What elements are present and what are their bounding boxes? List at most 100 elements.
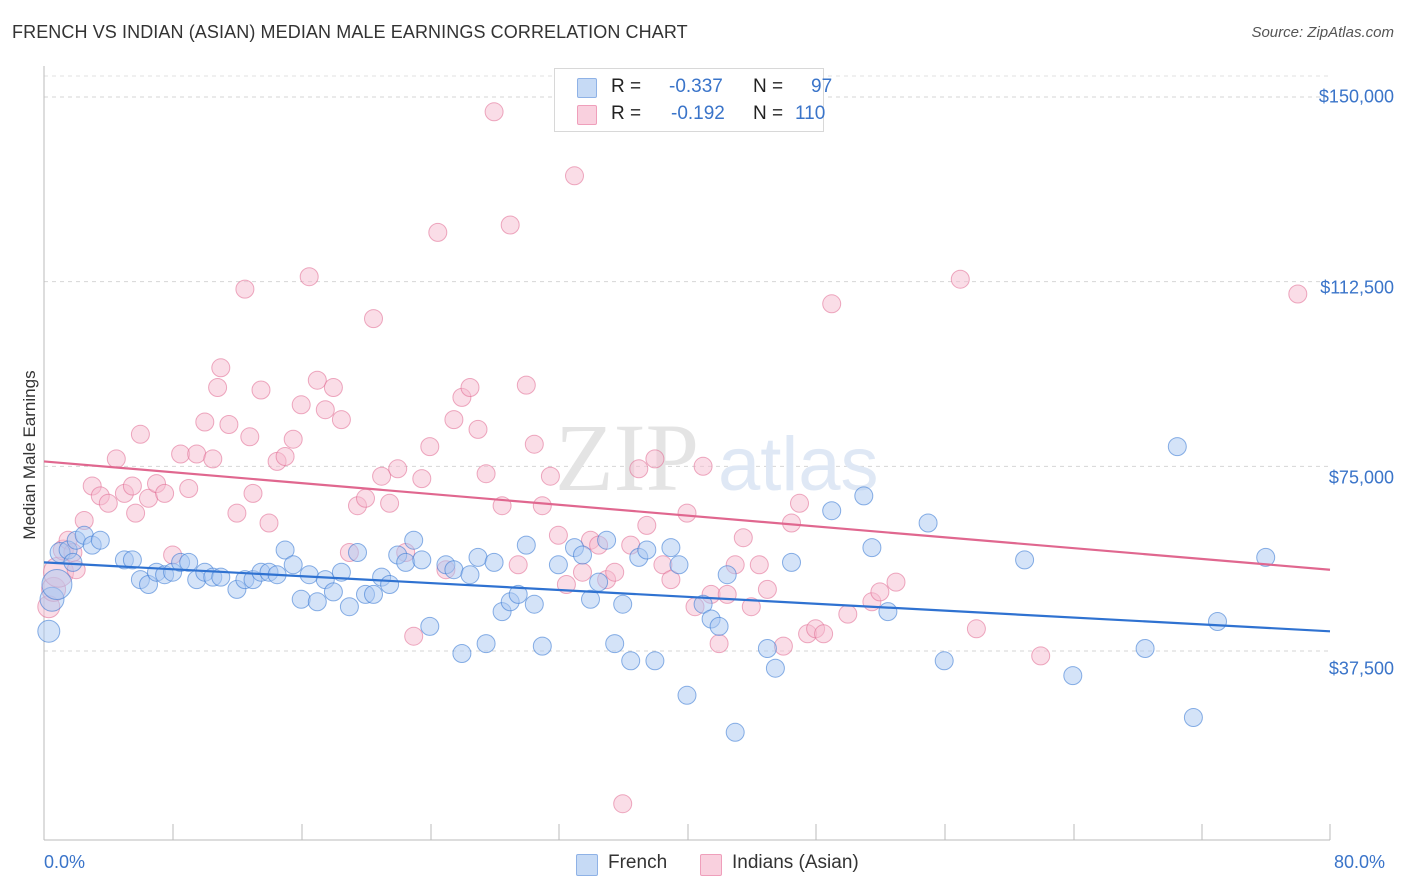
data-point	[428, 222, 448, 242]
data-point	[693, 594, 713, 614]
data-point	[862, 538, 882, 558]
data-point	[37, 619, 61, 643]
n-value: 110	[795, 103, 826, 124]
data-point	[613, 594, 633, 614]
data-point	[548, 525, 568, 545]
r-value: -0.192	[671, 103, 725, 124]
data-point	[637, 540, 657, 560]
data-point	[661, 570, 681, 590]
data-point	[508, 584, 528, 604]
data-point	[613, 794, 633, 814]
legend-indians-label: Indians (Asian)	[732, 852, 859, 873]
data-point	[348, 543, 367, 562]
r-value: -0.337	[669, 76, 723, 97]
data-point	[444, 410, 464, 430]
data-point	[380, 575, 400, 594]
data-point	[765, 658, 785, 678]
data-point	[259, 513, 279, 533]
data-point	[364, 584, 383, 604]
data-point	[782, 552, 801, 572]
data-point	[275, 540, 295, 560]
data-point	[468, 419, 488, 439]
data-point	[717, 565, 737, 585]
data-point	[693, 456, 713, 476]
data-point	[299, 565, 319, 585]
data-point	[126, 503, 146, 523]
data-point	[179, 552, 199, 572]
data-point	[629, 459, 649, 479]
data-point	[468, 547, 488, 567]
data-point	[283, 555, 303, 575]
data-point	[1183, 708, 1203, 727]
data-point	[1167, 437, 1187, 457]
data-point	[516, 375, 536, 395]
data-point	[444, 560, 464, 580]
data-point	[605, 562, 625, 582]
n-label: N =	[753, 103, 784, 124]
data-point	[573, 545, 592, 565]
data-point	[540, 466, 560, 486]
data-point	[307, 592, 327, 612]
data-point	[854, 486, 874, 506]
data-point	[106, 449, 126, 469]
data-point	[717, 584, 737, 604]
data-point	[130, 424, 150, 444]
data-point	[412, 550, 432, 570]
data-point	[211, 358, 231, 378]
watermark-zip: ZIP	[555, 404, 699, 511]
data-point	[412, 469, 432, 489]
data-point	[773, 636, 793, 656]
y-tick-label: $37,500	[1328, 658, 1394, 679]
legend-french-label: French	[608, 852, 668, 873]
data-point	[90, 530, 110, 550]
data-point	[235, 279, 255, 299]
data-point	[323, 378, 343, 397]
trend-lines	[43, 460, 1331, 633]
data-point	[484, 102, 504, 122]
data-point	[677, 685, 697, 705]
data-point	[476, 634, 496, 654]
data-point	[420, 437, 440, 457]
data-point	[524, 594, 544, 614]
french-swatch	[576, 854, 598, 876]
watermark-atlas: atlas	[718, 422, 879, 507]
data-point	[878, 602, 898, 622]
data-point	[331, 562, 351, 582]
data-point	[219, 415, 239, 434]
data-point	[155, 483, 175, 503]
indians-swatch	[577, 105, 597, 125]
data-point	[621, 651, 641, 671]
data-point	[1288, 284, 1308, 304]
data-point	[98, 493, 118, 513]
data-point	[548, 555, 568, 575]
data-point	[790, 493, 809, 513]
r-label: R =	[611, 103, 642, 124]
data-point	[709, 634, 729, 654]
data-point	[63, 552, 83, 572]
data-point	[733, 528, 753, 548]
data-point	[203, 449, 223, 469]
data-point	[240, 427, 260, 447]
indians-swatch	[700, 854, 722, 876]
data-point	[556, 575, 576, 594]
x-max-label: 80.0%	[1334, 852, 1386, 872]
data-point	[1256, 547, 1276, 567]
data-point	[524, 434, 544, 454]
data-point	[356, 488, 375, 508]
data-point	[476, 464, 496, 484]
data-point	[757, 579, 777, 599]
data-point	[725, 722, 745, 742]
y-tick-label: $150,000	[1318, 86, 1394, 107]
data-point	[581, 589, 600, 609]
data-point	[364, 309, 383, 329]
n-label: N =	[753, 76, 784, 97]
data-point	[677, 503, 697, 523]
data-point	[661, 538, 681, 558]
data-point	[331, 410, 351, 430]
stats-legend: R = -0.337 N = 97 R = -0.192 N = 110	[554, 68, 832, 132]
data-point	[870, 582, 890, 602]
y-tick-label: $112,500	[1320, 277, 1394, 298]
data-point	[380, 493, 400, 513]
data-point	[966, 619, 986, 639]
